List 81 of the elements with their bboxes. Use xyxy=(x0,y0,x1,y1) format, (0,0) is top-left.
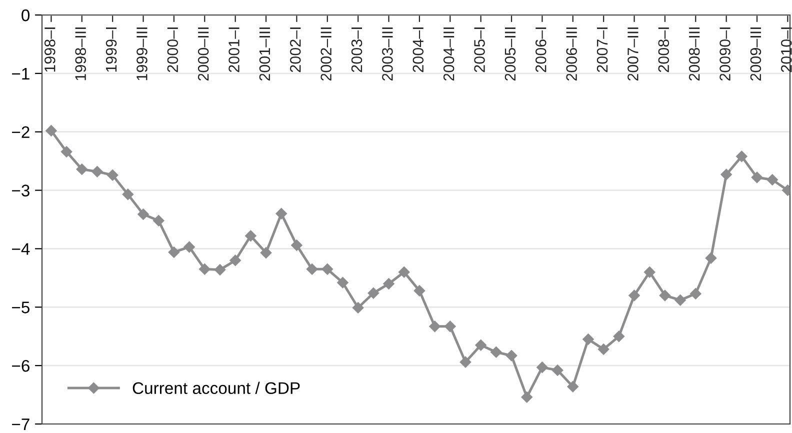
x-tick-label: 2009–III xyxy=(750,28,762,81)
x-tick-label: 2003–III xyxy=(382,28,393,81)
point xyxy=(598,344,610,355)
point xyxy=(720,168,732,180)
x-tick-label: 2004–I xyxy=(412,28,424,72)
x-tick-label: 2005–III xyxy=(504,28,516,81)
point xyxy=(536,362,548,373)
x-tick-label: 2008–I xyxy=(658,28,670,72)
x-tick-label: 2006–I xyxy=(535,28,546,72)
point xyxy=(613,330,625,342)
point xyxy=(322,264,333,275)
point xyxy=(260,247,272,258)
point xyxy=(429,320,440,332)
point xyxy=(644,266,656,278)
point xyxy=(291,240,302,251)
y-tick-label: −2 xyxy=(12,126,30,138)
y-tick-label: −4 xyxy=(12,243,30,255)
point xyxy=(106,169,118,181)
point xyxy=(674,294,686,306)
legend-label: Current account / GDP xyxy=(132,382,300,394)
point xyxy=(60,146,72,158)
point xyxy=(414,285,426,296)
x-tick-label: 1999–I xyxy=(106,28,117,72)
x-tick-label: 2001–I xyxy=(228,28,240,72)
y-tick-label: −6 xyxy=(12,360,30,372)
x-tick-label: 2008–III xyxy=(688,28,700,81)
y-tick-label: −1 xyxy=(12,68,30,80)
point xyxy=(92,166,103,178)
y-tick-label: −5 xyxy=(12,302,30,314)
point xyxy=(337,276,348,288)
point xyxy=(76,164,88,175)
y-tick-label: −7 xyxy=(12,418,30,430)
point xyxy=(705,252,717,264)
x-tick-label: 1998–I xyxy=(44,28,56,72)
point xyxy=(122,188,134,200)
x-tick-label: 2004–III xyxy=(443,28,454,81)
point xyxy=(46,125,57,136)
point xyxy=(628,290,640,302)
point xyxy=(506,350,518,362)
point xyxy=(168,246,180,258)
point xyxy=(567,381,578,392)
point xyxy=(736,150,748,162)
point xyxy=(153,215,164,226)
point xyxy=(521,392,532,403)
point xyxy=(245,230,256,242)
x-tick-label: 20090–I xyxy=(720,28,730,81)
x-tick-label: 2002–I xyxy=(290,28,301,72)
point xyxy=(230,254,241,266)
point xyxy=(690,288,702,300)
x-tick-label: 2002–III xyxy=(320,28,332,81)
point xyxy=(751,172,763,184)
point xyxy=(276,208,287,220)
x-tick-label: 2005–I xyxy=(474,28,485,72)
point xyxy=(444,320,456,332)
point xyxy=(475,340,486,351)
y-tick-label: 0 xyxy=(22,9,30,22)
point xyxy=(659,290,671,302)
x-tick-label: 1999–III xyxy=(136,28,148,80)
point xyxy=(352,302,364,314)
x-tick-label: 2000–III xyxy=(198,28,209,81)
point xyxy=(582,334,594,345)
x-tick-label: 1998–III xyxy=(75,28,86,80)
point xyxy=(766,174,778,186)
point xyxy=(398,266,410,278)
point xyxy=(214,264,226,276)
point xyxy=(138,208,149,220)
y-tick-label: −3 xyxy=(12,184,30,196)
x-tick-label: 2000–I xyxy=(167,28,178,72)
point xyxy=(460,356,472,368)
x-tick-label: 2007–I xyxy=(596,28,608,72)
point xyxy=(490,346,502,358)
x-tick-label: 2007–III xyxy=(628,28,638,81)
x-tick-label: 2003–I xyxy=(351,28,362,72)
point xyxy=(306,264,318,275)
point xyxy=(199,264,210,275)
point xyxy=(383,278,394,290)
x-tick-label: 2001–III xyxy=(259,28,270,81)
point xyxy=(184,241,195,253)
point xyxy=(368,288,380,299)
point xyxy=(552,364,564,376)
x-tick-label: 2006–III xyxy=(566,28,577,81)
